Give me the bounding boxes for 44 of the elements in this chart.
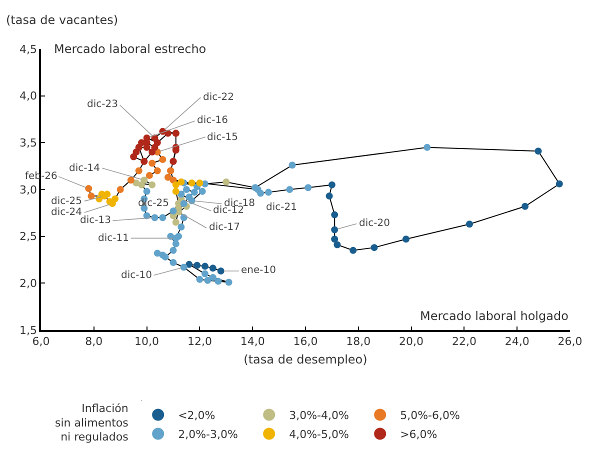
x-tick-label: 14,0 bbox=[240, 334, 265, 348]
annotation: dic-12 bbox=[213, 205, 244, 216]
legend-label: 2,0%-3,0% bbox=[178, 428, 238, 442]
legend-label: >6,0% bbox=[400, 428, 438, 442]
x-tick-label: 20,0 bbox=[399, 334, 424, 348]
x-tick-label: 16,0 bbox=[293, 334, 318, 348]
y-tick-label: 2,5 bbox=[20, 230, 38, 244]
annotation: dic-10 bbox=[121, 270, 152, 281]
legend-label: 5,0%-6,0% bbox=[400, 409, 460, 422]
annotation: Mercado laboral holgado bbox=[420, 309, 568, 323]
x-tick-label: 18,0 bbox=[346, 334, 371, 348]
annotation: dic-17 bbox=[209, 222, 240, 233]
y-tick-label: 4,0 bbox=[20, 90, 38, 103]
legend-title: Inflación sin alimentos ni regulados bbox=[55, 402, 129, 444]
y-tick-label: 1,5 bbox=[20, 324, 38, 337]
y-tick-label: 4,5 bbox=[20, 42, 38, 56]
annotation: dic-14 bbox=[69, 163, 100, 174]
annotation: dic-25 bbox=[51, 196, 82, 207]
annotation: dic-15 bbox=[207, 132, 238, 143]
legend-label: 4,0%-5,0% bbox=[289, 428, 349, 442]
annotation: dic-24 bbox=[51, 207, 82, 218]
y-tick-label: 2,0 bbox=[20, 277, 38, 290]
annotation: dic-23 bbox=[87, 99, 118, 110]
x-tick-label: 10,0 bbox=[134, 334, 160, 348]
x-tick-label: 12,0 bbox=[187, 334, 212, 348]
annotation: dic-11 bbox=[98, 233, 129, 244]
x-tick-label: 26,0 bbox=[558, 334, 582, 348]
annotation: Mercado laboral estrecho bbox=[54, 42, 206, 56]
annotation: dic-20 bbox=[359, 218, 390, 229]
x-axis-title: (tasa de desempleo) bbox=[244, 352, 368, 366]
legend-label: <2,0% bbox=[178, 409, 216, 422]
y-tick-label: 3,5 bbox=[20, 136, 38, 150]
x-tick-label: 22,0 bbox=[452, 334, 476, 348]
annotation: dic-16 bbox=[197, 115, 228, 126]
y-tick-label: 3,0 bbox=[20, 183, 38, 196]
x-tick-label: 6,0 bbox=[32, 334, 50, 348]
annotation: dic-22 bbox=[203, 92, 234, 103]
annotation: dic-13 bbox=[80, 215, 111, 226]
annotation: ene-10 bbox=[241, 265, 276, 276]
annotation: dic-21 bbox=[266, 202, 297, 213]
x-tick-label: 24,0 bbox=[504, 334, 530, 348]
legend-label: 3,0%-4,0% bbox=[289, 409, 349, 422]
x-tick-label: 8,0 bbox=[85, 334, 103, 348]
y-axis-title: (tasa de vacantes) bbox=[6, 13, 118, 27]
